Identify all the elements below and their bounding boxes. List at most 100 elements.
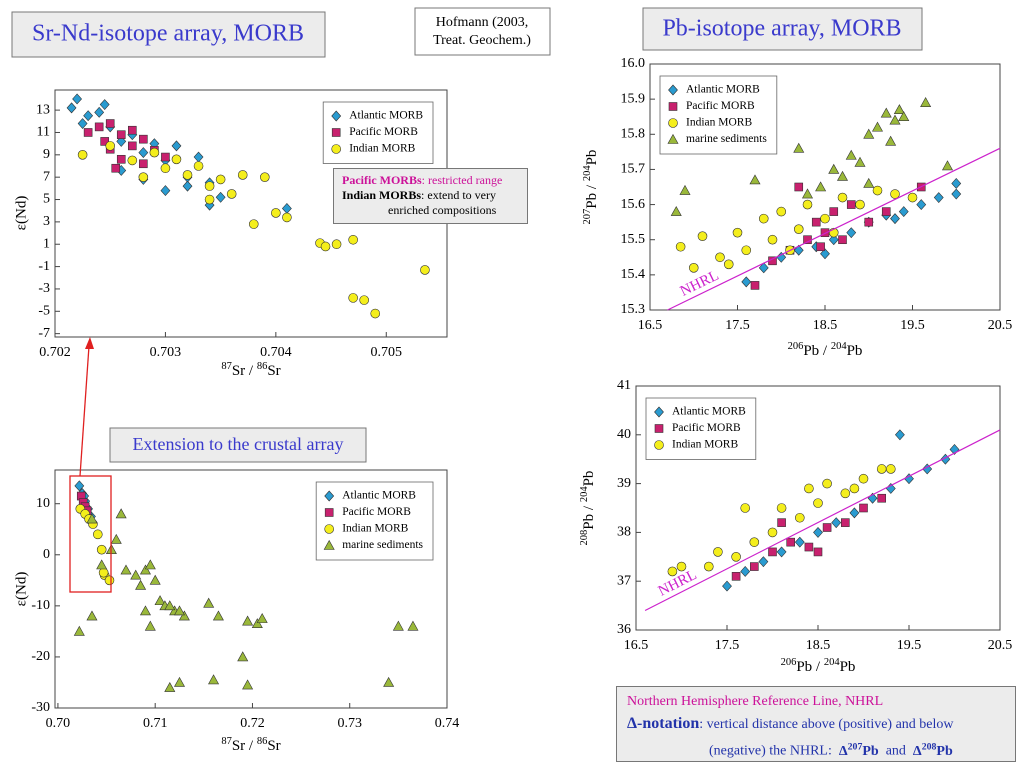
y-tick-label: 36 — [617, 622, 631, 637]
point — [786, 537, 796, 547]
point — [127, 125, 137, 135]
note-text: : vertical distance above (positive) and… — [699, 717, 954, 732]
x-axis-label: 87Sr / 86Sr — [221, 736, 280, 755]
y-tick-label: 38 — [617, 525, 631, 540]
legend-frame — [315, 481, 434, 561]
point — [846, 200, 856, 209]
legend-marker — [654, 424, 664, 433]
point — [829, 207, 839, 216]
point — [208, 674, 220, 685]
crustal-title-box: Extension to the crustal array — [109, 427, 367, 463]
legend-label: Indian MORB — [349, 143, 415, 155]
mass: 207 — [847, 741, 863, 752]
point — [731, 572, 741, 581]
point — [731, 551, 741, 562]
point — [885, 135, 897, 146]
mass-number: 86 — [257, 361, 268, 372]
series — [670, 97, 954, 216]
mass-number: 208 — [579, 530, 590, 546]
point — [282, 212, 292, 223]
y-axis-label: 207Pb / 204Pb — [582, 150, 601, 225]
legend-label: Pacific MORB — [686, 100, 755, 112]
point — [941, 160, 954, 171]
point — [670, 205, 682, 216]
point — [849, 507, 860, 519]
x-tick-label: 17.5 — [725, 318, 750, 333]
note-line: (negative) the NHRL: Δ207Pb and Δ208Pb — [627, 736, 1005, 763]
point — [904, 473, 914, 485]
y-tick-label: -7 — [38, 326, 50, 341]
point — [138, 147, 149, 159]
annotation-line: Indian MORBs: extend to very — [342, 188, 519, 203]
point — [767, 234, 778, 245]
point — [370, 308, 381, 319]
point — [182, 180, 193, 192]
delta-207: Δ207Pb — [839, 741, 879, 759]
crustal-title: Extension to the crustal array — [133, 434, 344, 454]
y-tick-label: -20 — [31, 649, 50, 664]
point — [820, 248, 830, 260]
point — [777, 518, 786, 527]
point — [94, 122, 104, 132]
label-part: Pb / — [796, 659, 824, 675]
point — [110, 533, 122, 544]
x-tick-label: 16.5 — [624, 638, 649, 653]
legend: Atlantic MORB Pacific MORB Indian MORB mari… — [315, 481, 434, 561]
label-part: Pb — [847, 343, 863, 359]
label-part: Pb — [584, 150, 600, 166]
legend-marker — [324, 524, 334, 534]
point — [83, 110, 94, 122]
point — [215, 191, 226, 203]
y-tick-label: 15.8 — [621, 127, 646, 142]
point — [849, 483, 860, 494]
title-right-box: Pb-isotope array, MORB — [642, 7, 923, 51]
point — [86, 513, 98, 524]
x-tick-label: 0.72 — [240, 716, 265, 731]
point — [178, 610, 190, 621]
point — [348, 293, 358, 303]
y-axis-label: ε(Nd) — [13, 572, 29, 607]
point — [813, 547, 823, 557]
point — [741, 245, 752, 256]
point — [120, 564, 132, 575]
point — [139, 159, 148, 169]
y-tick-label: 7 — [43, 169, 50, 184]
point — [951, 188, 962, 200]
mass-number: 206 — [781, 657, 797, 668]
legend-marker — [331, 110, 342, 122]
reference: Hofmann (2003, — [436, 15, 529, 30]
annotation-text: enriched compositions — [388, 203, 497, 217]
mass-number: 204 — [579, 486, 590, 503]
point — [348, 234, 358, 245]
x-tick-label: 0.74 — [435, 716, 460, 731]
point — [890, 213, 900, 225]
point — [749, 537, 760, 547]
point — [77, 118, 88, 129]
legend-label: Pacific MORB — [349, 126, 418, 138]
point — [876, 464, 887, 474]
y-tick-label: 15.5 — [621, 232, 646, 247]
legend-label: Pacific MORB — [342, 506, 411, 518]
point — [203, 597, 215, 608]
point — [740, 503, 751, 513]
point — [237, 170, 248, 180]
point — [144, 620, 156, 631]
mass-number: 207 — [582, 209, 593, 225]
x-tick-label: 17.5 — [715, 638, 740, 653]
point — [811, 217, 821, 227]
point — [204, 194, 215, 205]
point — [130, 569, 142, 580]
point — [72, 93, 82, 105]
point — [907, 192, 918, 203]
legend-label: marine sediments — [686, 133, 767, 145]
highlight-box — [69, 475, 112, 593]
point — [407, 620, 419, 631]
point — [171, 140, 182, 152]
point — [139, 564, 151, 575]
point — [863, 128, 875, 139]
point — [758, 556, 769, 568]
annotation-line: Pacific MORBs: restricted range — [342, 173, 519, 188]
point — [83, 128, 93, 137]
point — [713, 547, 723, 557]
point — [776, 503, 787, 513]
